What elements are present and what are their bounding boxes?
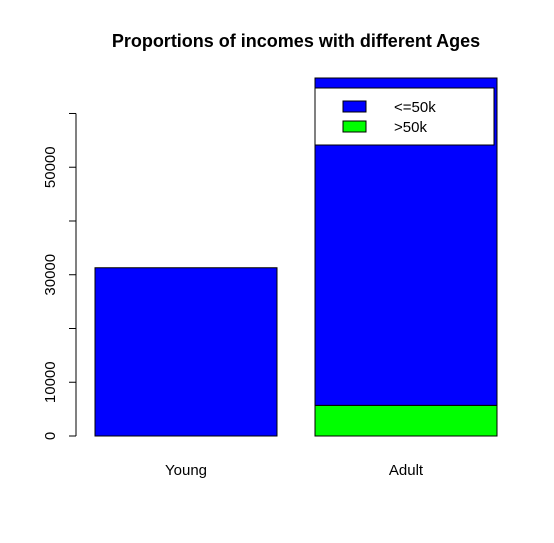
y-tick-label: 10000 bbox=[42, 361, 59, 403]
y-tick-label: 0 bbox=[42, 432, 59, 440]
legend-label: <=50k bbox=[394, 99, 436, 116]
x-category-label: Adult bbox=[389, 462, 424, 479]
bar-adult-over-50k bbox=[314, 404, 498, 437]
y-tick-label: 50000 bbox=[42, 146, 59, 188]
x-category-label: Young bbox=[165, 462, 207, 479]
y-tick-label: 30000 bbox=[42, 254, 59, 296]
y-axis: 0 10000 30000 50000 bbox=[42, 112, 77, 440]
chart-title: Proportions of incomes with different Ag… bbox=[112, 31, 480, 51]
legend-swatch bbox=[342, 120, 367, 133]
legend-swatch bbox=[342, 100, 367, 113]
legend-box bbox=[314, 87, 495, 146]
legend: <=50k >50k bbox=[314, 87, 495, 146]
bar-young-under-50k bbox=[94, 267, 278, 437]
legend-label: >50k bbox=[394, 119, 427, 136]
x-axis-labels: Young Adult bbox=[165, 462, 424, 479]
